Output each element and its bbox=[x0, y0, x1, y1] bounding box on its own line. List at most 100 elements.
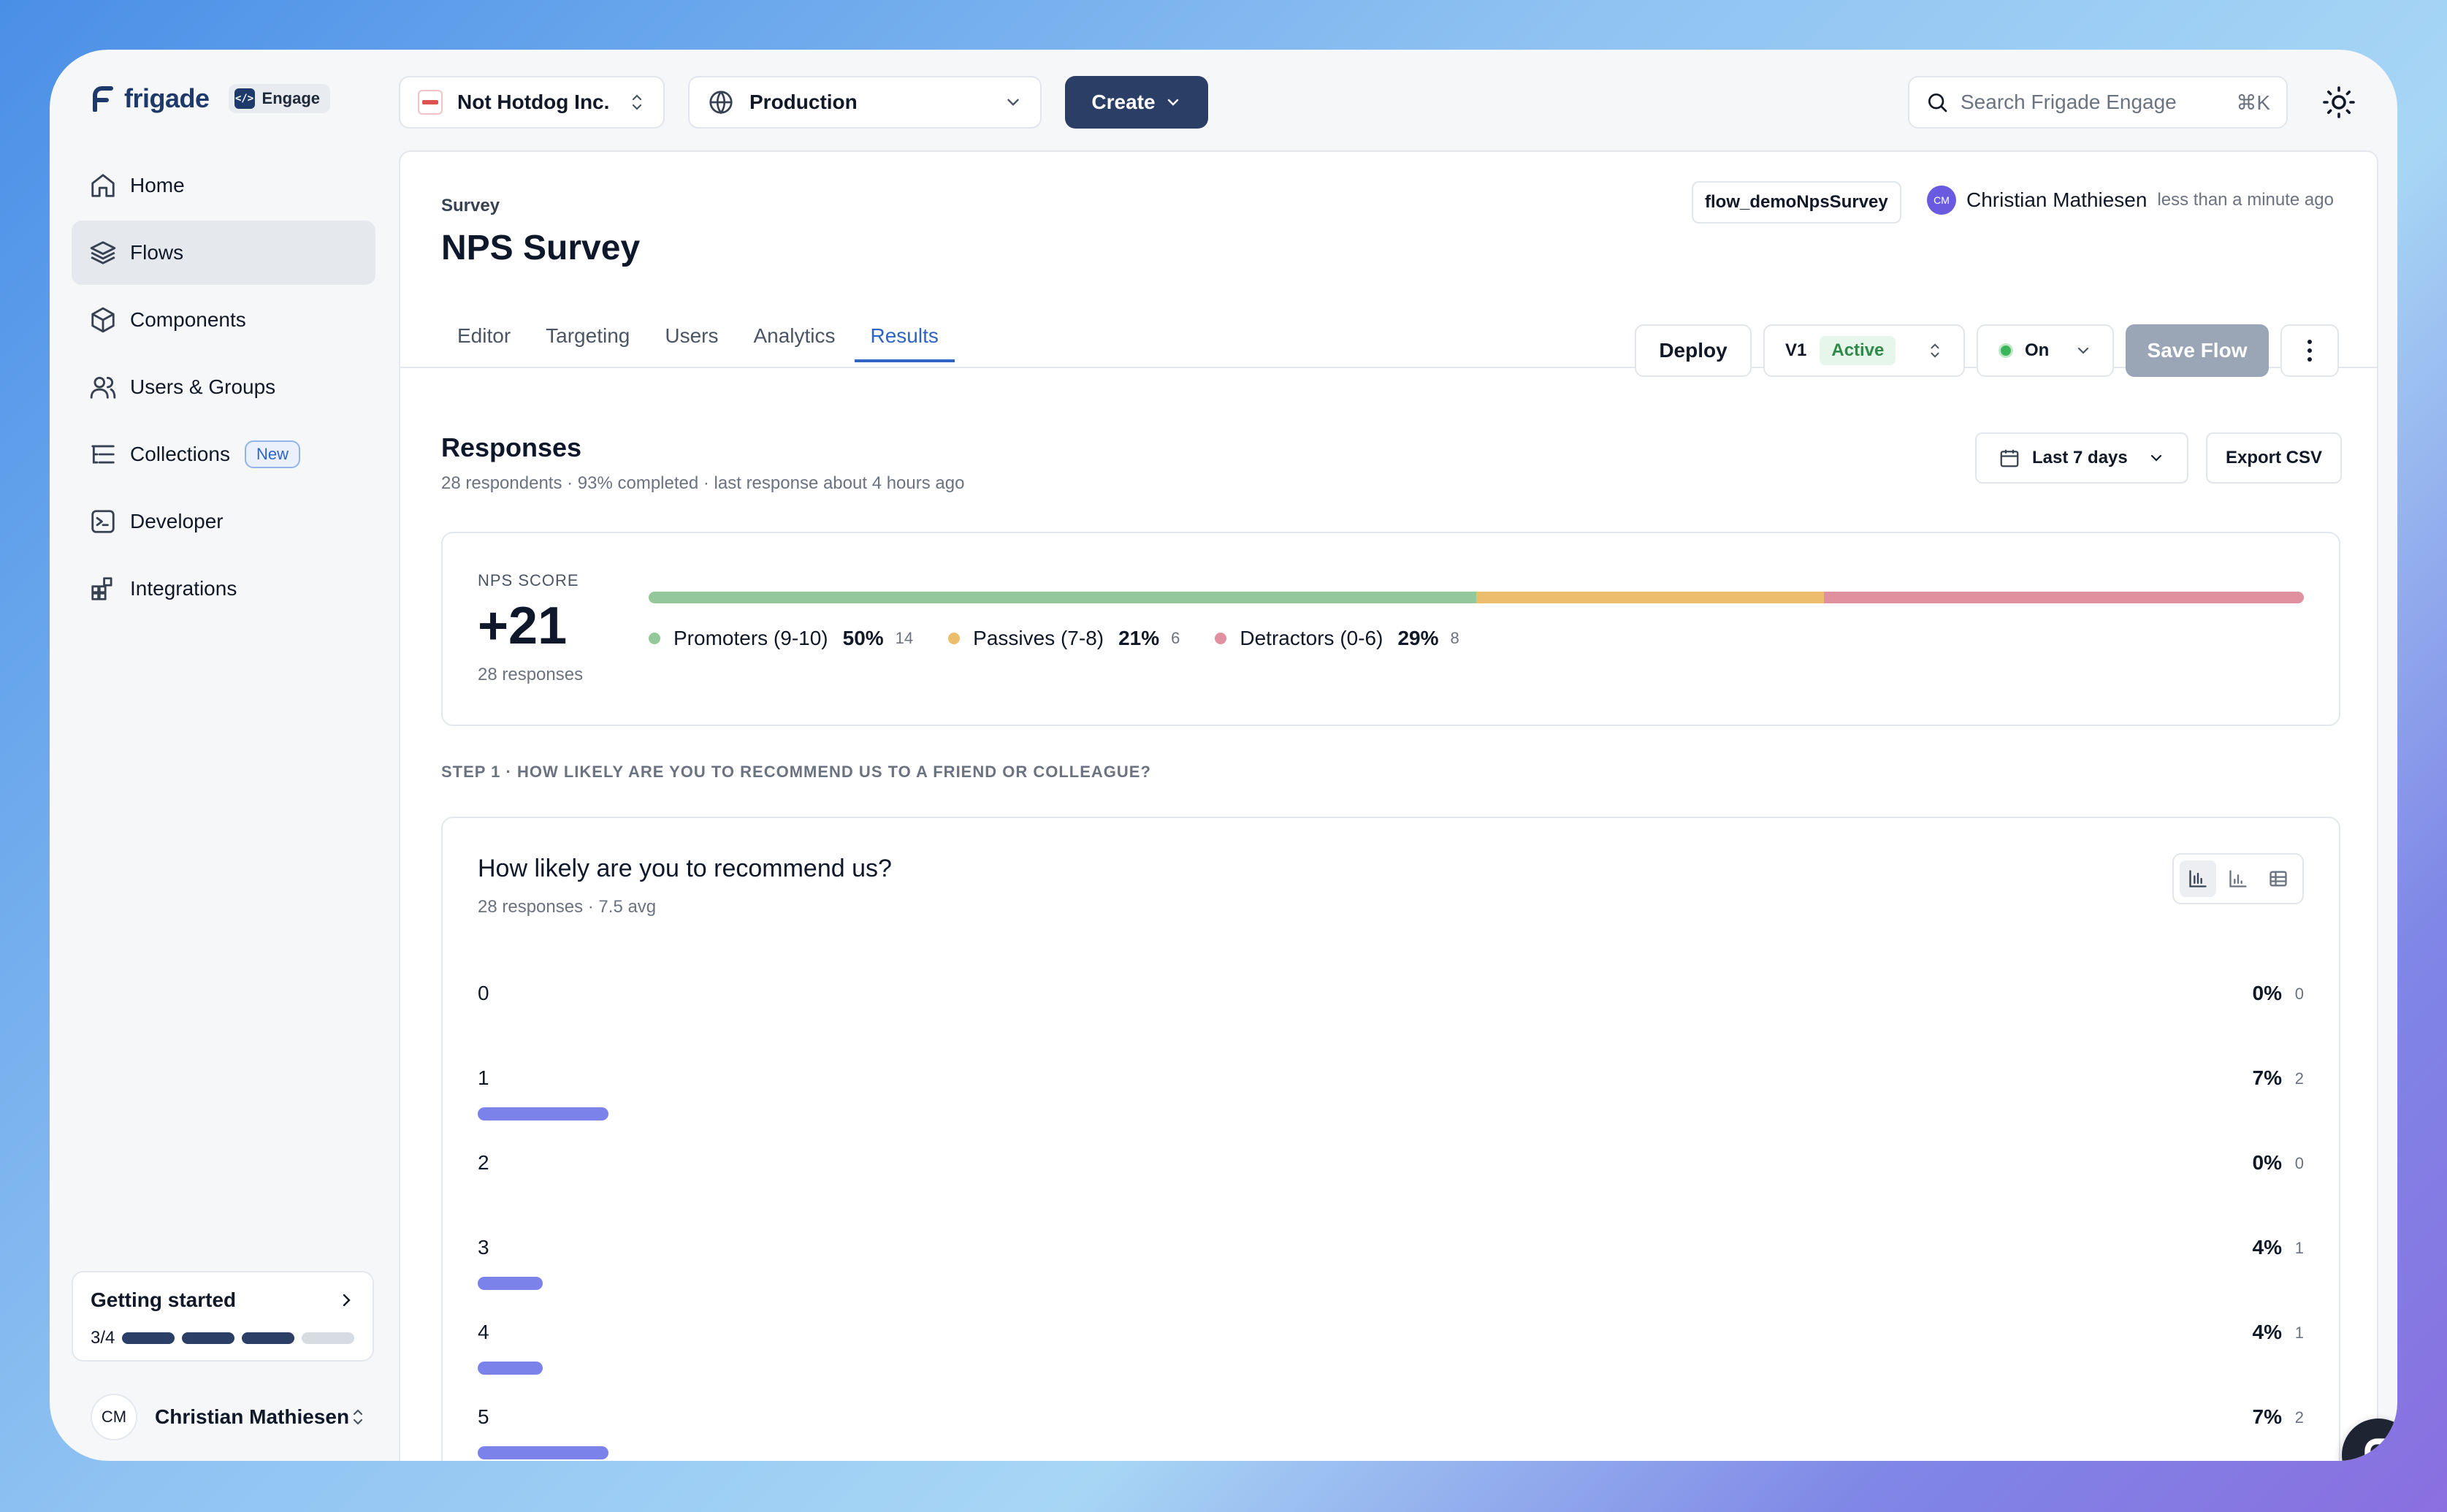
score-count: 0 bbox=[2294, 985, 2304, 1003]
score-row: 5 7% 2 bbox=[478, 1405, 2304, 1461]
sun-icon[interactable] bbox=[2321, 85, 2356, 120]
tab-analytics[interactable]: Analytics bbox=[753, 324, 836, 347]
sidebar-item-integrations[interactable]: Integrations bbox=[72, 557, 375, 621]
product-badge-label: Engage bbox=[262, 89, 320, 107]
sidebar-item-developer[interactable]: Developer bbox=[72, 489, 375, 554]
legend-percent: 50% bbox=[842, 627, 884, 649]
export-csv-button[interactable]: Export CSV bbox=[2206, 432, 2342, 484]
sidebar-item-collections[interactable]: Collections New bbox=[72, 422, 375, 486]
score-percent: 4% bbox=[2252, 1236, 2282, 1259]
author-name: Christian Mathiesen bbox=[1966, 188, 2148, 211]
score-label: 0 bbox=[478, 982, 489, 1004]
flow-status-toggle[interactable]: On bbox=[1977, 324, 2114, 377]
nps-segment-1 bbox=[1476, 592, 1824, 603]
nps-distribution-bar bbox=[649, 592, 2304, 603]
score-label: 1 bbox=[478, 1066, 489, 1089]
score-row: 0 0% 0 bbox=[478, 982, 2304, 1066]
chevron-right-icon bbox=[343, 1294, 351, 1307]
nps-score-card: NPS SCORE +21 28 responses Promoters (9-… bbox=[441, 532, 2340, 726]
legend-dot bbox=[948, 633, 961, 644]
score-bar bbox=[478, 1362, 543, 1375]
globe-icon bbox=[709, 91, 733, 115]
chevron-down-icon bbox=[1167, 99, 1178, 106]
nps-responses: 28 responses bbox=[478, 665, 584, 684]
date-range-selector[interactable]: Last 7 days bbox=[1975, 432, 2188, 484]
sidebar-item-label: Components bbox=[130, 308, 246, 331]
question-summary: 28 responses · 7.5 avg bbox=[478, 897, 657, 917]
environment-name: Production bbox=[749, 91, 858, 113]
list-tree-icon bbox=[91, 445, 115, 464]
progress-segment bbox=[242, 1332, 295, 1344]
chart-view-toggle bbox=[2172, 853, 2304, 904]
version-selector[interactable]: V1 Active bbox=[1763, 324, 1965, 377]
histogram-view-button[interactable] bbox=[2220, 860, 2256, 897]
sidebar-item-label: Home bbox=[130, 174, 185, 196]
tab-targeting[interactable]: Targeting bbox=[546, 324, 630, 347]
flow-id-badge[interactable]: flow_demoNpsSurvey bbox=[1692, 181, 1901, 224]
sidebar-item-home[interactable]: Home bbox=[72, 153, 375, 218]
logo[interactable]: frigade </> Engage bbox=[91, 83, 330, 114]
score-percent: 7% bbox=[2252, 1066, 2282, 1089]
sidebar-item-components[interactable]: Components bbox=[72, 288, 375, 352]
score-percent: 4% bbox=[2252, 1321, 2282, 1343]
avatar: CM bbox=[1927, 186, 1956, 215]
bar-chart-view-button[interactable] bbox=[2180, 860, 2217, 897]
home-icon bbox=[91, 174, 115, 197]
nps-legend: Promoters (9-10) 50% 14 Passives (7-8) 2… bbox=[649, 627, 1494, 650]
nps-segment-2 bbox=[1823, 592, 2304, 603]
tab-users[interactable]: Users bbox=[665, 324, 719, 347]
product-badge: </> Engage bbox=[228, 84, 330, 113]
legend-detractors: Detractors (0-6) 29% 8 bbox=[1215, 627, 1459, 650]
tab-editor[interactable]: Editor bbox=[457, 324, 511, 347]
score-row: 4 4% 1 bbox=[478, 1321, 2304, 1405]
sidebar-item-users-groups[interactable]: Users & Groups bbox=[72, 355, 375, 419]
users-icon bbox=[90, 376, 116, 399]
org-flag-icon bbox=[418, 90, 443, 115]
score-count: 2 bbox=[2294, 1408, 2304, 1427]
score-count: 1 bbox=[2294, 1239, 2304, 1257]
environment-selector[interactable]: Production bbox=[688, 76, 1042, 129]
flow-type-label: Survey bbox=[441, 196, 500, 215]
chevron-updown-icon bbox=[353, 1409, 363, 1425]
score-percent: 0% bbox=[2252, 982, 2282, 1004]
score-bar bbox=[478, 1277, 543, 1290]
getting-started-progress-label: 3/4 bbox=[91, 1328, 115, 1348]
legend-percent: 29% bbox=[1397, 627, 1439, 649]
org-selector[interactable]: Not Hotdog Inc. bbox=[399, 76, 665, 129]
score-label: 2 bbox=[478, 1151, 489, 1174]
nps-score: +21 bbox=[478, 597, 568, 655]
flow-status-label: On bbox=[2025, 340, 2050, 360]
score-row: 2 0% 0 bbox=[478, 1151, 2304, 1236]
sidebar-item-label: Collections bbox=[130, 443, 230, 465]
app-window: frigade </> Engage Home Flows Components… bbox=[50, 50, 2397, 1461]
version-label: V1 bbox=[1785, 340, 1807, 360]
score-bar bbox=[478, 1446, 608, 1459]
org-name: Not Hotdog Inc. bbox=[457, 91, 610, 113]
sidebar-nav: Home Flows Components Users & Groups Col… bbox=[72, 153, 375, 624]
search-input[interactable]: Search Frigade Engage ⌘K bbox=[1908, 76, 2288, 129]
tab-results[interactable]: Results bbox=[854, 324, 955, 362]
create-button[interactable]: Create bbox=[1065, 76, 1208, 129]
sidebar-item-label: Developer bbox=[130, 510, 224, 532]
score-percent: 0% bbox=[2252, 1151, 2282, 1174]
more-options-button[interactable] bbox=[2280, 324, 2339, 377]
legend-dot bbox=[1215, 633, 1227, 644]
responses-summary: 28 respondents · 93% completed · last re… bbox=[441, 473, 965, 493]
save-flow-button[interactable]: Save Flow bbox=[2126, 324, 2269, 377]
legend-name: Detractors (0-6) bbox=[1240, 627, 1383, 649]
search-shortcut: ⌘K bbox=[2236, 91, 2270, 114]
getting-started-card[interactable]: Getting started 3/4 bbox=[72, 1271, 374, 1362]
chevron-updown-icon bbox=[1931, 343, 1939, 358]
page-title: NPS Survey bbox=[441, 229, 641, 267]
status-dot-icon bbox=[1999, 343, 2013, 358]
chevron-down-icon bbox=[2150, 454, 2162, 462]
bar-chart-icon bbox=[2189, 870, 2207, 887]
user-menu[interactable]: CM Christian Mathiesen bbox=[91, 1394, 367, 1440]
deploy-button[interactable]: Deploy bbox=[1635, 324, 1752, 377]
user-name: Christian Mathiesen bbox=[155, 1405, 350, 1428]
sidebar-item-flows[interactable]: Flows bbox=[72, 221, 375, 285]
legend-count: 14 bbox=[895, 629, 914, 647]
progress-segment bbox=[122, 1332, 175, 1344]
flow-tabs: Editor Targeting Users Analytics Results bbox=[441, 324, 958, 362]
table-view-button[interactable] bbox=[2260, 860, 2297, 897]
